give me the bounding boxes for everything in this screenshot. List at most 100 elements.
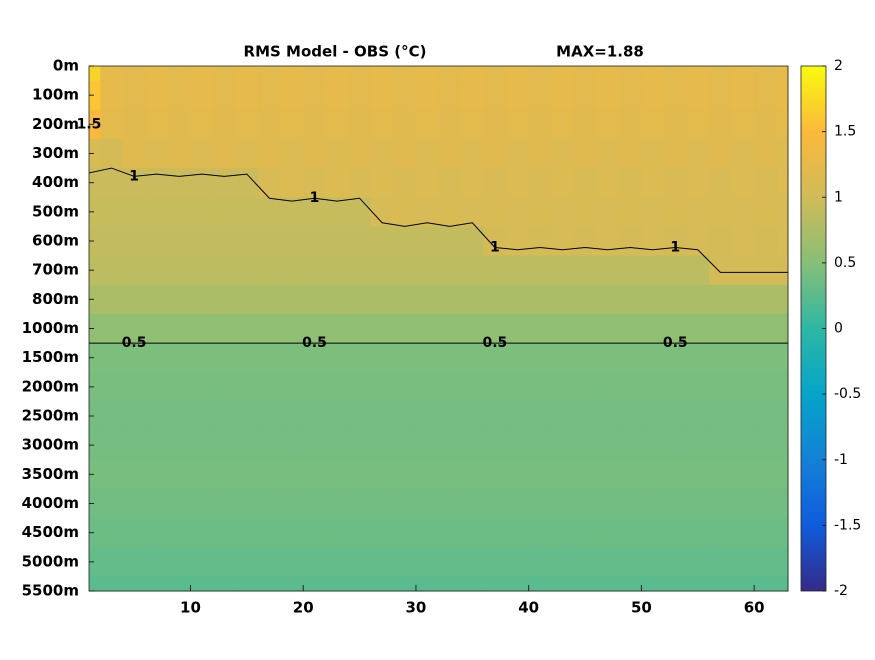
cell	[325, 255, 349, 286]
cell	[551, 576, 575, 592]
cell	[506, 372, 530, 403]
cell	[280, 226, 304, 257]
cell	[370, 576, 395, 592]
cell	[686, 459, 710, 490]
cell	[573, 343, 597, 373]
cell	[618, 547, 643, 578]
cell	[393, 168, 417, 198]
cell	[190, 343, 214, 373]
cell	[754, 66, 778, 82]
cell	[663, 518, 688, 548]
contour-label: 0.5	[482, 335, 507, 351]
cell	[483, 138, 507, 169]
cell	[167, 197, 192, 228]
cell	[551, 66, 575, 82]
cell	[100, 109, 124, 140]
cell	[190, 197, 214, 228]
cell	[709, 488, 733, 519]
cell	[393, 66, 417, 82]
cell	[506, 576, 530, 592]
cell	[776, 255, 789, 286]
cell	[596, 372, 620, 403]
cell	[348, 488, 372, 519]
cell	[461, 138, 485, 169]
cell	[686, 401, 710, 432]
cell	[506, 518, 530, 548]
cell	[393, 401, 417, 432]
cell	[190, 459, 214, 490]
cell	[100, 66, 124, 82]
cell	[280, 547, 304, 578]
cell	[754, 343, 778, 373]
colorbar-tick-label: -0.5	[834, 386, 861, 402]
cell	[528, 430, 552, 461]
cell	[190, 518, 214, 548]
cell	[776, 547, 789, 578]
cell	[461, 284, 485, 315]
cell	[258, 138, 282, 169]
cell	[370, 488, 395, 519]
cell	[461, 430, 485, 461]
y-tick-label: 400m	[32, 173, 79, 191]
cell	[258, 547, 282, 578]
cell	[145, 372, 169, 403]
cell	[506, 226, 530, 257]
cell	[438, 459, 462, 490]
cell	[393, 518, 417, 548]
cell	[145, 313, 169, 344]
cell	[551, 284, 575, 315]
cell	[235, 547, 259, 578]
cell	[145, 168, 169, 198]
heatmap	[89, 66, 789, 592]
cell	[415, 518, 440, 548]
cell	[551, 109, 575, 140]
cell	[100, 313, 124, 344]
cell	[709, 226, 733, 257]
cell	[731, 226, 755, 257]
cell	[348, 255, 372, 286]
y-tick-label: 500m	[32, 202, 79, 220]
cell	[348, 109, 372, 140]
cell	[213, 488, 237, 519]
cell	[506, 488, 530, 519]
cell	[483, 372, 507, 403]
cell	[303, 138, 327, 169]
cell	[438, 284, 462, 315]
cell	[573, 459, 597, 490]
contour-label: 1	[670, 239, 680, 255]
cell	[438, 372, 462, 403]
cell	[506, 430, 530, 461]
cell	[145, 459, 169, 490]
cell	[731, 66, 755, 82]
cell	[213, 313, 237, 344]
cell	[122, 518, 146, 548]
cell	[438, 576, 462, 592]
cell	[438, 488, 462, 519]
cell	[258, 459, 282, 490]
cell	[235, 459, 259, 490]
cell	[303, 168, 327, 198]
cell	[122, 401, 146, 432]
x-tick-label: 60	[744, 599, 765, 617]
cell	[258, 80, 282, 111]
cell	[348, 547, 372, 578]
cell	[618, 168, 643, 198]
cell	[235, 226, 259, 257]
cell	[190, 547, 214, 578]
cell	[325, 459, 349, 490]
cell	[145, 488, 169, 519]
cell	[483, 284, 507, 315]
cell	[280, 66, 304, 82]
cell	[89, 518, 101, 548]
cell	[415, 372, 440, 403]
cell	[415, 138, 440, 169]
cell	[325, 576, 349, 592]
cell	[596, 518, 620, 548]
cell	[213, 372, 237, 403]
cell	[731, 518, 755, 548]
cell	[258, 343, 282, 373]
cell	[280, 284, 304, 315]
cell	[370, 313, 395, 344]
cell	[709, 343, 733, 373]
